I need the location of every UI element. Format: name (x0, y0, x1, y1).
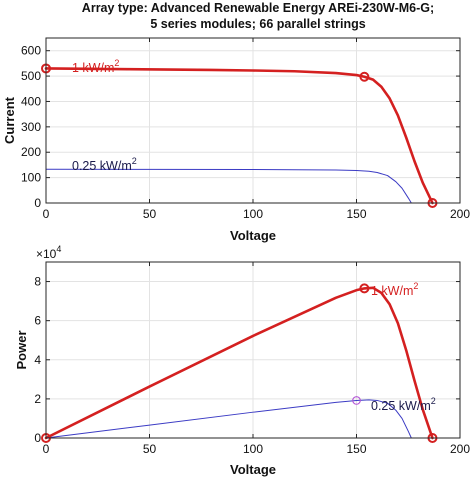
x-tick-label: 200 (450, 207, 470, 221)
series-label: 0.25 kW/m2 (72, 156, 137, 173)
y-tick-label: 400 (21, 94, 41, 108)
y-tick-label: 6 (34, 314, 41, 328)
y-tick-label: 100 (21, 171, 41, 185)
y-tick-label: 0 (34, 196, 41, 210)
x-tick-label: 100 (243, 442, 263, 456)
x-tick-label: 0 (43, 442, 50, 456)
x-tick-label: 150 (346, 442, 366, 456)
series-line-1 (45, 399, 412, 439)
series-line-0 (44, 286, 434, 440)
power-voltage-plot: 1 kW/m2 0.25 kW/m2 0 50 100 150 200 0 2 4 6 8 ×104 Vo… (14, 244, 470, 477)
current-voltage-plot: 1 kW/m2 0.25 kW/m2 0 50 100 150 200 0 100 200 300 4… (2, 37, 470, 243)
x-tick-label: 200 (450, 442, 470, 456)
y-tick-label: 600 (21, 44, 41, 58)
x-tick-label: 50 (143, 207, 157, 221)
series-label: 1 kW/m2 (371, 281, 418, 298)
y-exponent-label: ×104 (36, 244, 61, 261)
series-label: 0.25 kW/m2 (371, 396, 436, 413)
x-tick-label: 0 (43, 207, 50, 221)
y-tick-label: 500 (21, 69, 41, 83)
x-tick-label: 150 (346, 207, 366, 221)
x-axis-label: Voltage (230, 462, 276, 477)
x-tick-label: 100 (243, 207, 263, 221)
series-label: 1 kW/m2 (72, 58, 119, 75)
figure-title-line-2: 5 series modules; 66 parallel strings (150, 17, 365, 31)
y-tick-label: 8 (34, 275, 41, 289)
x-tick-label: 50 (143, 442, 157, 456)
y-tick-label: 200 (21, 145, 41, 159)
y-tick-label: 4 (34, 353, 41, 367)
x-axis-label: Voltage (230, 228, 276, 243)
figure-title-line-1: Array type: Advanced Renewable Energy AR… (82, 1, 434, 15)
y-tick-label: 300 (21, 120, 41, 134)
series-line-1 (45, 168, 412, 204)
operating-point-marker (359, 283, 370, 294)
operating-point-marker (352, 396, 361, 405)
y-tick-label: 0 (34, 431, 41, 445)
operating-point-marker (359, 71, 370, 82)
y-axis-label: Current (2, 96, 17, 144)
y-axis-label: Power (14, 330, 29, 369)
y-tick-label: 2 (34, 392, 41, 406)
